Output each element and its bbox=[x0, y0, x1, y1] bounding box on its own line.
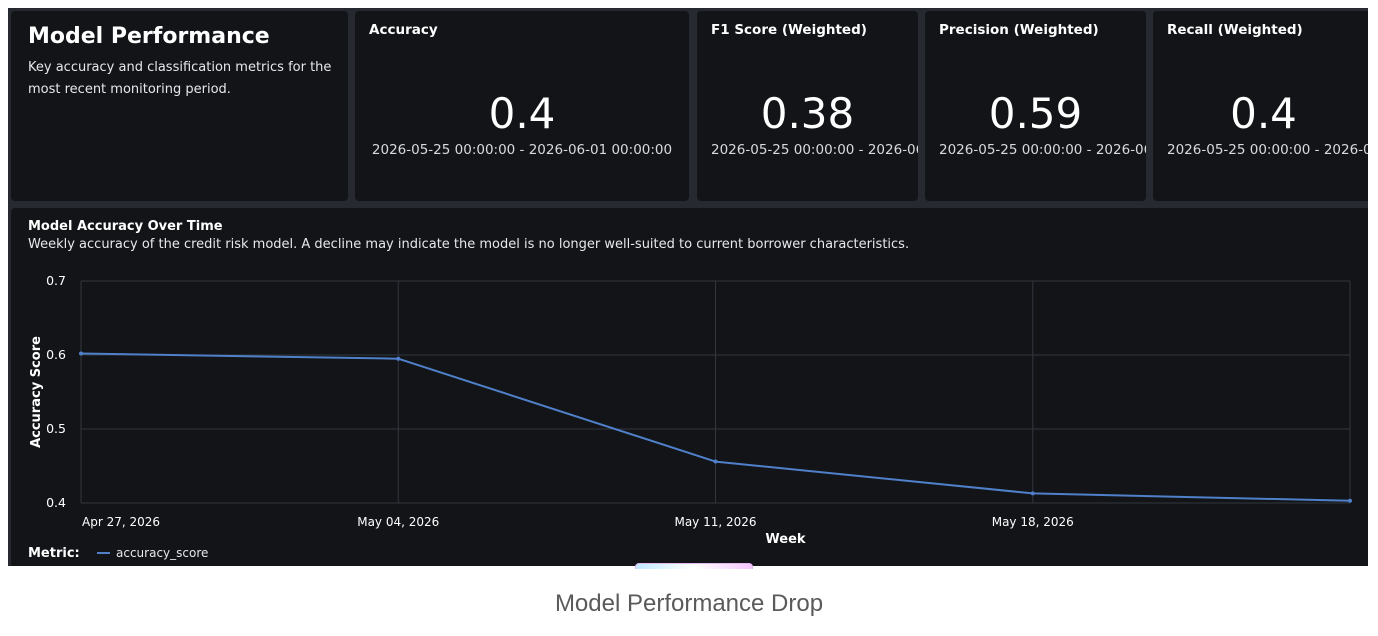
legend-item-accuracy-score[interactable]: accuracy_score bbox=[97, 546, 208, 560]
panel-tab-handle[interactable] bbox=[635, 563, 753, 569]
accuracy-chart-card: Model Accuracy Over Time Weekly accuracy… bbox=[11, 208, 1368, 566]
x-tick-label: May 11, 2026 bbox=[674, 515, 756, 529]
figure-caption: Model Performance Drop bbox=[554, 590, 824, 617]
data-point bbox=[79, 351, 83, 356]
legend-title: Metric: bbox=[28, 546, 80, 561]
intro-card: Model Performance Key accuracy and class… bbox=[11, 11, 348, 201]
metric-range: 2026-05-25 00:00:00 - 2026-06-01 00:00:0… bbox=[939, 142, 1146, 158]
y-tick-label: 0.5 bbox=[46, 421, 66, 436]
metric-title: F1 Score (Weighted) bbox=[711, 22, 867, 38]
data-point bbox=[713, 459, 718, 464]
accuracy-card[interactable]: Accuracy 0.4 2026-05-25 00:00:00 - 2026-… bbox=[355, 11, 689, 201]
precision-card[interactable]: Precision (Weighted) 0.59 2026-05-25 00:… bbox=[925, 11, 1146, 201]
f1-score-card[interactable]: F1 Score (Weighted) 0.38 2026-05-25 00:0… bbox=[697, 11, 918, 201]
metric-title: Recall (Weighted) bbox=[1167, 22, 1303, 38]
x-axis-title: Week bbox=[765, 532, 806, 547]
legend-swatch bbox=[97, 552, 110, 554]
page-description: Key accuracy and classification metrics … bbox=[28, 60, 332, 97]
y-tick-label: 0.7 bbox=[46, 273, 66, 288]
metric-value: 0.59 bbox=[988, 89, 1083, 138]
metric-title: Accuracy bbox=[369, 22, 438, 38]
metric-range: 2026-05-25 00:00:00 - 2026-06-01 00:00:0… bbox=[371, 142, 673, 158]
legend-label: accuracy_score bbox=[116, 546, 209, 560]
data-point bbox=[1030, 491, 1035, 496]
metric-title: Precision (Weighted) bbox=[939, 22, 1099, 38]
data-point bbox=[396, 356, 401, 361]
accuracy-line-chart[interactable]: 0.4 0.5 0.6 0.7 Apr 27, 2026 May 04, 2026 May … bbox=[11, 208, 1368, 566]
metric-value: 0.4 bbox=[1230, 89, 1297, 138]
recall-card[interactable]: Recall (Weighted) 0.4 2026-05-25 00:00:0… bbox=[1153, 11, 1368, 201]
metric-range: 2026-05-25 00:00:00 - 2026-06-01 00:00:0… bbox=[1167, 142, 1368, 158]
metric-range: 2026-05-25 00:00:00 - 2026-06-01 00:00:0… bbox=[711, 142, 918, 158]
y-tick-label: 0.6 bbox=[46, 347, 66, 362]
dashboard: Model Performance Key accuracy and class… bbox=[8, 8, 1368, 566]
chart-title: Model Accuracy Over Time bbox=[28, 219, 223, 234]
data-point bbox=[1348, 498, 1352, 503]
x-tick-label: Apr 27, 2026 bbox=[82, 515, 160, 529]
x-tick-label: May 04, 2026 bbox=[357, 515, 439, 529]
metric-value: 0.38 bbox=[760, 89, 855, 138]
y-axis-title: Accuracy Score bbox=[29, 336, 44, 448]
y-tick-label: 0.4 bbox=[46, 495, 66, 510]
metric-value: 0.4 bbox=[488, 89, 556, 138]
x-tick-label: May 18, 2026 bbox=[992, 515, 1074, 529]
chart-subtitle: Weekly accuracy of the credit risk model… bbox=[28, 237, 910, 252]
page-title: Model Performance bbox=[28, 24, 270, 49]
